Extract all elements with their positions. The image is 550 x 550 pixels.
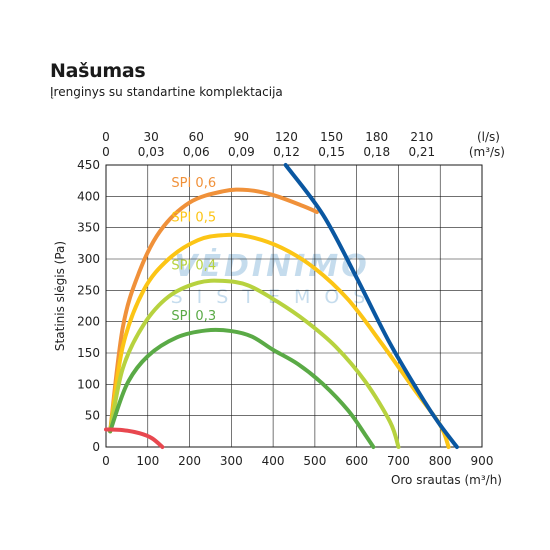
series-4-line <box>104 427 165 449</box>
top-tick-m3s: 0,21 <box>408 145 435 159</box>
plot-frame <box>105 164 483 448</box>
series-5-line <box>283 163 459 449</box>
top-tick-ls: 30 <box>143 130 158 144</box>
x-axis-label: Oro srautas (m³/h) <box>391 473 502 487</box>
x-tick-label: 300 <box>220 454 243 468</box>
x-tick-label: 800 <box>429 454 452 468</box>
y-tick-label: 250 <box>77 283 100 297</box>
series-spi-0-4-label: SPI 0,4 <box>171 259 216 274</box>
y-tick-label: 350 <box>77 221 100 235</box>
top-tick-ls: 120 <box>275 130 298 144</box>
series-spi-0-3-line <box>108 327 376 449</box>
y-tick-label: 400 <box>77 189 100 203</box>
x-tick-label: 500 <box>303 454 326 468</box>
x-tick-label: 600 <box>345 454 368 468</box>
top-tick-m3s: 0,06 <box>183 145 210 159</box>
y-axis-label: Statinis slėgis (Pa) <box>53 241 67 351</box>
top-unit-ls: (l/s) <box>477 130 500 144</box>
series-spi-0-5-label: SPI 0,5 <box>171 210 216 225</box>
y-tick-label: 200 <box>77 315 100 329</box>
top-tick-ls: 0 <box>102 130 110 144</box>
series-spi-0-6-line <box>108 187 319 434</box>
x-tick-label: 100 <box>136 454 159 468</box>
top-tick-m3s: 0,09 <box>228 145 255 159</box>
y-tick-label: 300 <box>77 252 100 266</box>
chart-title: Našumas <box>50 60 146 82</box>
chart-subtitle: Įrenginys su standartine komplektacija <box>50 85 283 99</box>
top-tick-m3s: 0 <box>102 145 110 159</box>
series-group: SPI 0,6 SPI 0,5 SPI 0,4 SPI 0,3 <box>104 163 459 449</box>
y-tick-label: 450 <box>77 158 100 172</box>
top-tick-m3s: 0,03 <box>138 145 165 159</box>
top-tick-m3s: 0,15 <box>318 145 345 159</box>
x-tick-label: 0 <box>102 454 110 468</box>
watermark-line1: VĖDINIMO <box>174 248 369 284</box>
y-tick-label: 150 <box>77 346 100 360</box>
x-tick-label: 400 <box>262 454 285 468</box>
series-spi-0-3-label: SPI 0,3 <box>171 309 216 324</box>
top-tick-ls: 150 <box>320 130 343 144</box>
axes: 0 100 200 300 400 500 600 700 800 900050100150200… <box>53 130 505 487</box>
series-spi-0-4-line <box>108 278 401 449</box>
y-tick-label: 100 <box>77 377 100 391</box>
top-tick-m3s: 0,12 <box>273 145 300 159</box>
x-tick-label: 200 <box>178 454 201 468</box>
top-tick-ls: 60 <box>189 130 204 144</box>
top-tick-m3s: 0,18 <box>363 145 390 159</box>
series-spi-0-5-line <box>108 232 451 449</box>
top-tick-ls: 180 <box>365 130 388 144</box>
y-tick-label: 0 <box>92 440 100 454</box>
series-spi-0-6-label: SPI 0,6 <box>171 176 216 191</box>
top-unit-m3s: (m³/s) <box>469 145 505 159</box>
grid <box>105 164 483 448</box>
x-tick-label: 900 <box>471 454 494 468</box>
x-tick-label: 700 <box>387 454 410 468</box>
y-tick-label: 50 <box>85 409 100 423</box>
top-tick-ls: 90 <box>234 130 249 144</box>
top-tick-ls: 210 <box>410 130 433 144</box>
